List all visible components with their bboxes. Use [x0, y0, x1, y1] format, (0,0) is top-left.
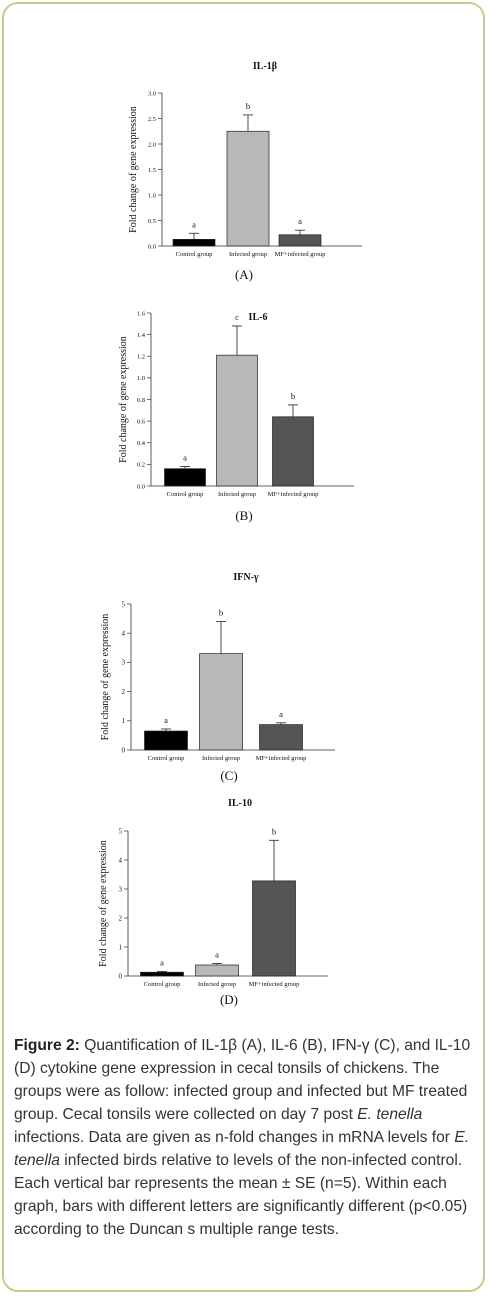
chart-title: IL-10 [228, 798, 252, 809]
y-tick-label: 0 [119, 972, 123, 980]
figure-charts: IL-1β 0.0 0.5 1.0 1.5 2.0 2.5 3.0 Fold change of… [98, 61, 362, 1007]
significance-letter: a [192, 219, 196, 229]
category-label: MF+infected group [275, 251, 326, 258]
y-tick-label: 2 [122, 688, 126, 696]
category-label: MF+infected group [268, 491, 319, 498]
figure-caption: Figure 2: Quantification of IL-1β (A), I… [14, 1034, 476, 1241]
category-label: Control group [167, 491, 204, 498]
significance-letter: a [279, 709, 283, 719]
y-tick-label: 5 [122, 600, 126, 608]
y-tick-label: 1 [122, 717, 126, 725]
y-tick-label: 1.6 [137, 310, 146, 317]
y-tick-label: 0.0 [148, 243, 156, 250]
y-tick-label: 1.2 [137, 354, 145, 361]
chart-title: IFN-γ [233, 572, 259, 583]
y-axis-label: Fold change of gene expression [118, 336, 129, 463]
panel-label: (B) [235, 508, 252, 523]
significance-letter: a [160, 957, 164, 967]
y-tick-label: 0.2 [137, 462, 145, 469]
category-label: Infected group [198, 981, 236, 988]
significance-letter: b [272, 826, 276, 836]
y-tick-label: 1.4 [137, 332, 146, 339]
panel-label: (C) [220, 768, 237, 783]
panel-label: (A) [235, 267, 253, 282]
y-axis-label: Fold change of gene expression [128, 106, 139, 233]
y-tick-label: 0.4 [137, 440, 146, 447]
y-tick-label: 4 [119, 856, 123, 864]
y-tick-label: 0.8 [137, 397, 145, 404]
caption-text-2: infections. Data are given as n-fold cha… [14, 1129, 455, 1146]
panel-label: (D) [220, 992, 238, 1007]
significance-letter: a [298, 216, 302, 226]
category-label: Control group [148, 755, 185, 762]
bar [140, 971, 184, 977]
category-label: Infected group [218, 491, 256, 498]
caption-text-3: infected birds relative to levels of the… [14, 1152, 468, 1238]
bar [144, 730, 188, 751]
category-label: Infected group [229, 251, 267, 258]
y-tick-label: 3 [119, 885, 123, 893]
y-tick-label: 2.5 [148, 116, 156, 123]
bar [195, 964, 239, 977]
y-axis-label: Fold change of gene expression [100, 614, 111, 741]
significance-letter: a [183, 453, 187, 463]
category-label: MF+infected group [249, 981, 300, 988]
caption-label: Figure 2: [14, 1037, 80, 1054]
caption-species-1: E. tenella [357, 1106, 423, 1123]
y-tick-label: 1.5 [148, 167, 156, 174]
y-tick-label: 0.6 [137, 418, 146, 425]
bar [278, 234, 322, 247]
y-tick-label: 1.0 [148, 192, 156, 199]
y-tick-label: 1 [119, 943, 123, 951]
y-tick-label: 1.0 [137, 375, 145, 382]
y-tick-label: 0 [122, 746, 126, 754]
category-label: Infected group [202, 755, 240, 762]
y-tick-label: 0.5 [148, 218, 156, 225]
bar [252, 880, 296, 977]
category-label: Control group [176, 251, 213, 258]
category-label: Control group [144, 981, 181, 988]
bar [199, 653, 243, 751]
bar [216, 354, 258, 487]
category-label: MF+infected group [256, 755, 307, 762]
y-tick-label: 2 [119, 914, 123, 922]
significance-letter: a [215, 950, 219, 960]
caption-text-1: Quantification of IL-1β (A), IL-6 (B), I… [14, 1037, 471, 1123]
significance-letter: b [246, 101, 250, 111]
y-tick-label: 0.0 [137, 483, 145, 490]
significance-letter: b [291, 391, 295, 401]
y-tick-label: 2.0 [148, 141, 156, 148]
bar [226, 130, 270, 247]
y-tick-label: 5 [119, 827, 123, 835]
y-tick-label: 4 [122, 630, 126, 638]
caption-species-2: E. tenella [14, 1129, 470, 1169]
significance-letter: b [219, 608, 223, 618]
y-tick-label: 3 [122, 659, 126, 667]
bar [272, 416, 314, 487]
chart-title: IL-1β [253, 61, 277, 72]
significance-letter: a [164, 715, 168, 725]
chart-title: IL-6 [249, 312, 268, 323]
bar [259, 724, 303, 751]
y-tick-label: 3.0 [148, 90, 156, 97]
y-axis-label: Fold change of gene expression [98, 840, 109, 967]
bar [164, 468, 206, 487]
bar [172, 239, 216, 247]
significance-letter: c [235, 312, 239, 322]
